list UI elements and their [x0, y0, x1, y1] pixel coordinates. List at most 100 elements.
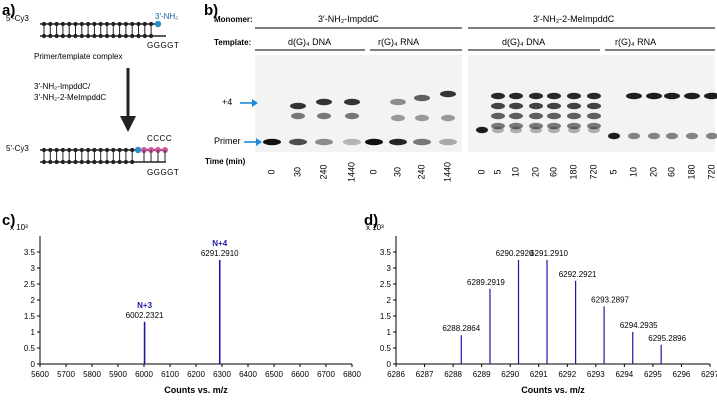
gel-band — [567, 112, 581, 120]
x-tick-label: 6287 — [416, 370, 434, 379]
y-tick-label: 3 — [387, 264, 392, 273]
monomer-row-label: Monomer: — [214, 15, 253, 24]
plus4-label: +4 — [222, 97, 233, 107]
gel-band — [547, 122, 561, 130]
panel-b-letter: b) — [204, 2, 219, 19]
gel-band — [263, 138, 281, 146]
gel-band — [529, 102, 543, 110]
primer-label: Primer — [214, 136, 241, 146]
x-axis-label: Counts vs. m/z — [164, 385, 228, 395]
time-tick-label: 60 — [666, 167, 676, 177]
x-tick-label: 6700 — [317, 370, 335, 379]
gel-band — [415, 114, 429, 122]
y-tick-label: 3.5 — [380, 248, 392, 257]
nh2-terminal-dot — [154, 20, 162, 28]
product-5prime-label: 5′-Cy3 — [6, 144, 29, 153]
gel-band — [315, 138, 333, 146]
monomer-1-label: 3′-NH₂-ImpddC — [318, 14, 379, 24]
gel-band — [509, 112, 523, 120]
x-tick-label: 6293 — [587, 370, 605, 379]
time-tick-label: 5 — [492, 169, 502, 174]
time-tick-label: 240 — [318, 164, 328, 179]
y-tick-label: 1 — [387, 328, 392, 337]
gel-band — [389, 138, 407, 146]
gel-band — [567, 102, 581, 110]
gel-band — [529, 122, 543, 130]
gel-band — [491, 102, 505, 110]
time-tick-label: 0 — [266, 169, 276, 174]
x-tick-label: 6292 — [558, 370, 576, 379]
gel-band — [509, 122, 523, 130]
peak-mz-label: 6291.2910 — [530, 249, 568, 258]
x-axis-label: Counts vs. m/z — [521, 385, 585, 395]
x-tick-label: 6295 — [644, 370, 662, 379]
gel-band — [414, 94, 430, 102]
gel-band — [440, 90, 456, 98]
x-tick-label: 5800 — [83, 370, 101, 379]
x-tick-label: 5700 — [57, 370, 75, 379]
time-tick-label: 0 — [368, 169, 378, 174]
gel-band — [441, 114, 455, 122]
plus4-arrowhead — [252, 99, 258, 107]
y-tick-label: 1.5 — [24, 312, 36, 321]
gel-band — [684, 92, 700, 100]
y-tick-label: 0.5 — [24, 344, 36, 353]
gel-band — [491, 112, 505, 120]
y-tick-label: 3 — [31, 264, 36, 273]
gel-band — [365, 138, 383, 146]
gel-band — [529, 92, 543, 100]
gel-band — [343, 138, 361, 146]
monomer-line-2: 3′-NH₂-2-MeImpddC — [34, 93, 107, 102]
time-label: Time (min) — [205, 157, 246, 166]
template-rna-2: r(G)₄ RNA — [615, 37, 657, 47]
time-tick-label: 5 — [608, 169, 618, 174]
time-tick-label: 180 — [686, 164, 696, 179]
gel-band — [290, 102, 306, 110]
gel-band — [547, 92, 561, 100]
spectrum-c-chart: x 10³ 0 0.5 1 1.5 2 2.5 3 3.5 5600 5700 5800 5900 600… — [10, 223, 361, 395]
time-tick-label: 20 — [530, 167, 540, 177]
gel-band — [547, 112, 561, 120]
gel-band — [547, 102, 561, 110]
gel-band — [587, 92, 601, 100]
gel-band — [648, 132, 660, 140]
gel-band — [491, 92, 505, 100]
gel-band — [344, 98, 360, 106]
x-tick-label: 6100 — [161, 370, 179, 379]
gel-band — [704, 92, 717, 100]
peak-name-label: N+3 — [137, 301, 152, 310]
gel-band — [390, 98, 406, 106]
gel-band — [509, 102, 523, 110]
gel-band — [567, 122, 581, 130]
time-tick-label: 180 — [568, 164, 578, 179]
template-seq-bottom: GGGGT — [147, 168, 180, 177]
time-tick-label: 10 — [510, 167, 520, 177]
gel-band — [706, 132, 717, 140]
gel-band — [628, 132, 640, 140]
time-tick-label: 1440 — [346, 162, 356, 182]
peak-mz-label: 6294.2935 — [620, 321, 658, 330]
peak-mz-label: 6288.2864 — [442, 324, 480, 333]
x-tick-label: 6400 — [239, 370, 257, 379]
y-tick-label: 2.5 — [24, 280, 36, 289]
x-tick-label: 6296 — [673, 370, 691, 379]
time-tick-label: 30 — [292, 167, 302, 177]
template-row-label: Template: — [214, 38, 252, 47]
nh2-terminal-dot — [134, 146, 142, 154]
primer-arrowhead — [256, 138, 262, 146]
y-tick-label: 0.5 — [380, 344, 392, 353]
y-tick-label: 3.5 — [24, 248, 36, 257]
peak-mz-label: 6293.2897 — [591, 295, 629, 304]
gel-band — [317, 112, 331, 120]
template-seq-top: GGGGT — [147, 41, 180, 50]
product-seq: CCCC — [147, 134, 173, 143]
x-tick-label: 6286 — [387, 370, 405, 379]
panel-c-letter: c) — [2, 212, 16, 229]
gel-band — [587, 112, 601, 120]
primer-template-duplex — [40, 20, 166, 39]
gel-band — [291, 112, 305, 120]
y-tick-label: 2 — [387, 296, 392, 305]
x-tick-label: 5600 — [31, 370, 49, 379]
gel-band — [666, 132, 678, 140]
y-tick-label: 1 — [31, 328, 36, 337]
